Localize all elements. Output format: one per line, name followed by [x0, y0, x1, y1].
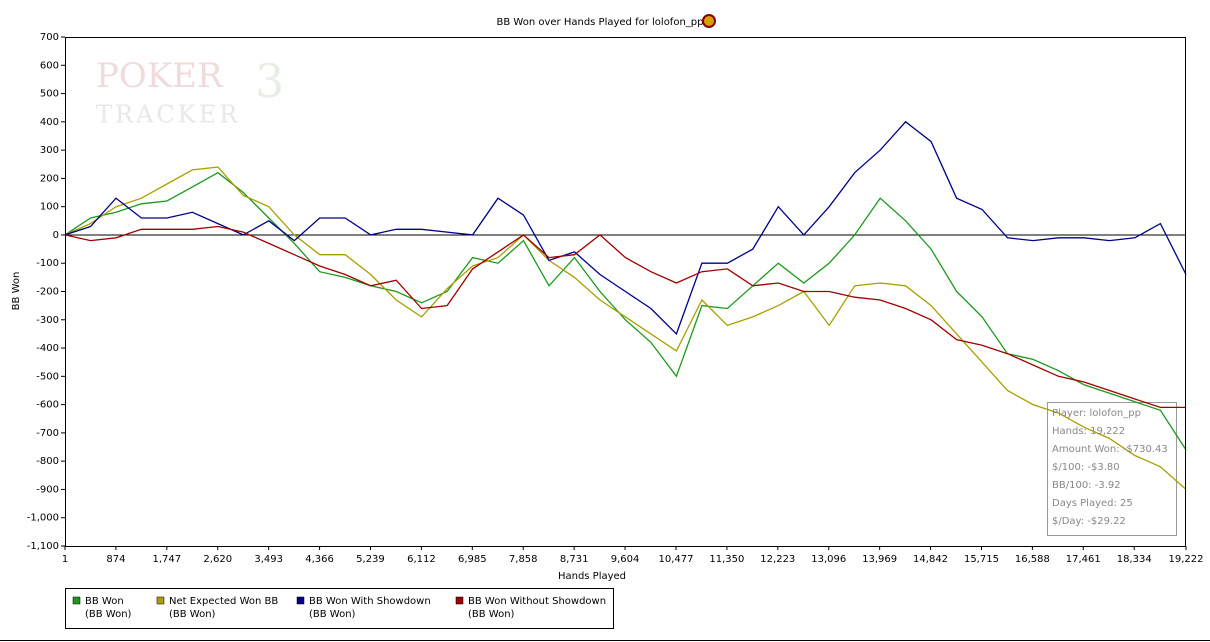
y-tick-label: -600: [36, 400, 59, 411]
legend-group: (BB Won): [85, 609, 132, 620]
legend: [65, 588, 614, 629]
y-tick-label: -300: [36, 315, 59, 326]
y-tick-label: -1,000: [27, 513, 59, 524]
y-tick-label: 200: [40, 173, 59, 184]
x-tick-label: 13,096: [811, 554, 846, 565]
y-tick-label: -800: [36, 456, 59, 467]
x-tick-label: 10,477: [658, 554, 693, 565]
stats-line: BB/100: -3.92: [1052, 480, 1121, 491]
y-tick-label: -1,100: [27, 541, 59, 552]
y-tick-label: -100: [36, 258, 59, 269]
stats-line: Hands: 19,222: [1052, 426, 1125, 437]
x-tick-label: 11,350: [709, 554, 744, 565]
legend-label: Net Expected Won BB: [169, 596, 278, 607]
x-tick-label: 6,985: [458, 554, 487, 565]
y-tick-label: 100: [40, 202, 59, 213]
legend-group: (BB Won): [309, 609, 356, 620]
series-line: [64, 166, 1187, 490]
y-tick-label: 500: [40, 89, 59, 100]
y-tick-label: -700: [36, 428, 59, 439]
x-tick-label: 15,715: [964, 554, 999, 565]
stats-box: [1047, 402, 1177, 536]
plot-border: [65, 37, 1186, 547]
stats-line: $/Day: -$29.22: [1052, 516, 1126, 527]
y-tick-label: -500: [36, 371, 59, 382]
y-tick-label: -900: [36, 484, 59, 495]
legend-swatch: [455, 596, 464, 605]
legend-swatch: [296, 596, 305, 605]
x-tick-label: 1: [62, 554, 68, 565]
stats-line: Amount Won: -$730.43: [1052, 444, 1168, 455]
x-tick-label: 7,858: [509, 554, 538, 565]
stats-line: Days Played: 25: [1052, 498, 1133, 509]
series-line: [64, 120, 1187, 336]
x-tick-label: 12,223: [760, 554, 795, 565]
title-icon: [702, 14, 716, 28]
x-tick-label: 3,493: [254, 554, 283, 565]
y-tick-label: 300: [40, 145, 59, 156]
y-tick-label: -400: [36, 343, 59, 354]
y-tick-label: 400: [40, 117, 59, 128]
x-tick-label: 4,366: [305, 554, 334, 565]
x-tick-label: 874: [106, 554, 125, 565]
x-tick-label: 19,222: [1169, 554, 1204, 565]
watermark-poker: POKER: [96, 56, 224, 96]
series-line: [64, 225, 1186, 409]
y-tick-label: 700: [40, 32, 59, 43]
y-tick-label: 0: [53, 230, 59, 241]
x-tick-label: 13,969: [862, 554, 897, 565]
x-tick-label: 1,747: [153, 554, 182, 565]
y-axis-label: BB Won: [11, 272, 22, 311]
x-axis-label: Hands Played: [558, 571, 626, 582]
x-tick-label: 5,239: [356, 554, 385, 565]
legend-group: (BB Won): [169, 609, 216, 620]
legend-group: (BB Won): [468, 609, 515, 620]
x-tick-label: 18,334: [1117, 554, 1152, 565]
chart-title: BB Won over Hands Played for lolofon_pp: [497, 17, 704, 28]
y-tick-label: 600: [40, 60, 59, 71]
y-tick-label: -200: [36, 287, 59, 298]
x-tick-label: 17,461: [1066, 554, 1101, 565]
x-tick-label: 8,731: [560, 554, 589, 565]
watermark-tracker: TRACKER: [96, 101, 240, 129]
watermark-3: 3: [255, 54, 284, 108]
legend-label: BB Won: [85, 596, 124, 607]
x-tick-label: 6,112: [407, 554, 436, 565]
series-line: [64, 171, 1187, 451]
x-tick-label: 16,588: [1015, 554, 1050, 565]
x-tick-label: 9,604: [611, 554, 640, 565]
x-tick-label: 2,620: [203, 554, 232, 565]
legend-label: BB Won Without Showdown: [468, 596, 606, 607]
stats-line: Player: lolofon_pp: [1052, 408, 1141, 419]
legend-swatch: [156, 596, 165, 605]
legend-label: BB Won With Showdown: [309, 596, 431, 607]
stats-line: $/100: -$3.80: [1052, 462, 1120, 473]
legend-swatch: [72, 596, 81, 605]
x-tick-label: 14,842: [913, 554, 948, 565]
